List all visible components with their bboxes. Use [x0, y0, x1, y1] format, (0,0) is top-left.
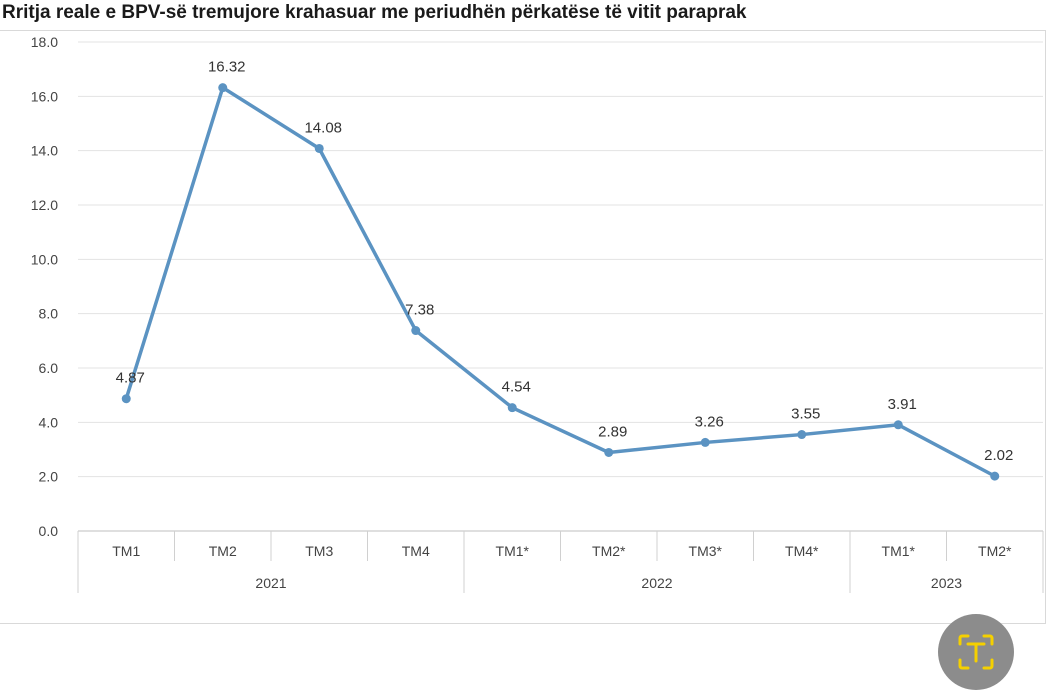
data-label: 2.89 — [598, 423, 627, 440]
y-tick-label: 0.0 — [39, 523, 59, 539]
x-tick-label: TM1 — [112, 543, 140, 559]
data-label: 14.08 — [304, 119, 342, 136]
data-point — [411, 326, 421, 336]
chart-frame — [0, 30, 1046, 624]
x-tick-label: TM4 — [402, 543, 430, 559]
data-point — [700, 437, 710, 447]
data-label: 3.26 — [695, 413, 724, 430]
y-tick-label: 16.0 — [31, 88, 58, 104]
data-point — [314, 143, 324, 153]
y-tick-label: 6.0 — [39, 360, 59, 376]
x-tick-label: TM4* — [785, 543, 819, 559]
year-group-label: 2022 — [641, 575, 672, 591]
y-tick-label: 4.0 — [39, 414, 59, 430]
y-tick-label: 8.0 — [39, 306, 59, 322]
x-tick-label: TM3 — [305, 543, 333, 559]
x-tick-label: TM3* — [689, 543, 723, 559]
data-point — [121, 394, 131, 404]
x-tick-label: TM1* — [496, 543, 530, 559]
data-label: 16.32 — [208, 59, 246, 76]
y-tick-label: 2.0 — [39, 469, 59, 485]
series-line — [124, 85, 997, 478]
data-label: 2.02 — [984, 447, 1013, 464]
data-label: 7.38 — [405, 302, 434, 319]
x-tick-label: TM2* — [592, 543, 626, 559]
data-point — [990, 471, 1000, 481]
data-point — [218, 83, 228, 93]
y-tick-label: 14.0 — [31, 143, 58, 159]
y-tick-label: 10.0 — [31, 251, 58, 267]
y-tick-label: 18.0 — [31, 34, 58, 50]
chart-title: Rritja reale e BPV-së tremujore krahasua… — [2, 2, 747, 23]
data-label: 3.91 — [888, 396, 917, 413]
text-scan-icon — [958, 634, 994, 670]
x-tick-label: TM2* — [978, 543, 1012, 559]
year-group-label: 2021 — [255, 575, 286, 591]
year-group-label: 2023 — [931, 575, 962, 591]
data-point — [604, 447, 614, 457]
data-label: 4.87 — [116, 370, 145, 387]
x-tick-label: TM2 — [209, 543, 237, 559]
text-scan-button[interactable] — [938, 614, 1014, 690]
data-label: 3.55 — [791, 406, 820, 423]
x-tick-label: TM1* — [882, 543, 916, 559]
data-label: 4.54 — [502, 379, 531, 396]
data-point — [507, 403, 517, 413]
data-point — [797, 430, 807, 440]
y-tick-label: 12.0 — [31, 197, 58, 213]
data-point — [893, 420, 903, 430]
